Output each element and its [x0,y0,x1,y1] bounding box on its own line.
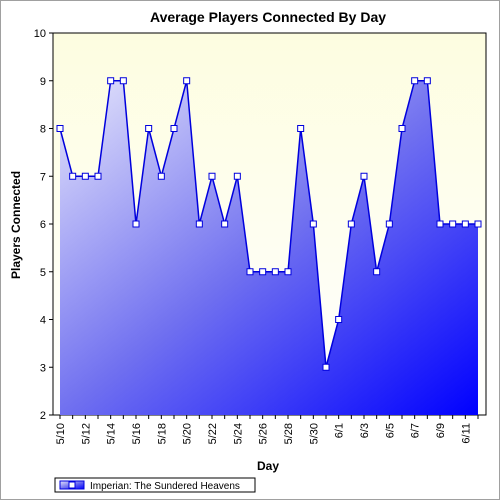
y-tick-label: 10 [34,28,46,40]
data-point [56,125,64,132]
series-line [59,80,478,368]
data-point [183,77,191,85]
data-point [385,220,393,228]
x-tick-label: 6/3 [359,423,371,438]
y-tick-label: 3 [40,362,46,374]
data-point [423,77,431,85]
data-point [297,125,305,132]
data-point [411,77,419,85]
series-line-layer [59,80,478,368]
data-point [474,220,482,228]
x-tick-label: 6/7 [410,423,422,438]
legend-entry-label: Imperian: The Sundered Heavens [90,481,240,492]
data-point [246,268,254,276]
legend-marker [68,481,76,489]
data-point [170,125,178,132]
x-axis-title: Day [257,459,279,473]
data-point [69,172,77,180]
data-point [360,172,368,180]
y-tick-label: 8 [40,124,46,136]
y-tick-label: 4 [40,315,46,327]
data-point [119,77,127,85]
data-point [94,172,102,180]
data-point [284,268,292,276]
data-point [449,220,457,228]
data-point [398,125,406,132]
y-tick-label: 9 [40,76,46,88]
y-tick-label: 5 [40,267,46,279]
x-tick-label: 6/5 [384,423,396,438]
data-point [322,363,330,371]
data-point [233,172,241,180]
data-point [145,125,153,132]
data-point [347,220,355,228]
x-tick-label: 5/16 [131,423,143,444]
y-axis-title: Players Connected [9,171,23,279]
y-tick-label: 2 [40,410,46,422]
data-point [271,268,279,276]
data-points-layer [56,77,482,371]
x-tick-label: 5/18 [156,423,168,444]
x-tick-label: 5/24 [232,423,244,444]
x-tick-label: 5/20 [182,423,194,444]
x-tick-label: 5/22 [207,423,219,444]
data-point [373,268,381,276]
data-point [195,220,203,228]
x-tick-label: 6/1 [334,423,346,438]
data-point [461,220,469,228]
chart-title: Average Players Connected By Day [150,9,386,25]
x-tick-label: 5/30 [308,423,320,444]
y-tick-label: 6 [40,219,46,231]
x-tick-label: 5/26 [258,423,270,444]
data-point [259,268,267,276]
legend: Imperian: The Sundered Heavens [54,477,256,493]
data-point [132,220,140,228]
data-point [107,77,115,85]
data-point [81,172,89,180]
x-tick-label: 5/28 [283,423,295,444]
x-tick-label: 6/9 [435,423,447,438]
x-tick-label: 5/14 [106,423,118,444]
data-point [221,220,229,228]
x-tick-label: 5/12 [80,423,92,444]
y-tick-label: 7 [40,171,46,183]
x-tick-label: 5/10 [55,423,67,444]
x-tick-label: 6/11 [460,423,472,444]
data-point [309,220,317,228]
data-point [208,172,216,180]
y-axis-ticks: 2 3 4 5 6 7 8 9 10 [34,28,53,422]
legend-box [54,477,256,493]
data-point [157,172,165,180]
data-point [335,316,343,323]
x-axis-ticks: 5/10 5/12 5/14 5/16 5/18 5/20 5/22 5/24 5/26 5/28… [55,415,479,444]
data-point [436,220,444,228]
